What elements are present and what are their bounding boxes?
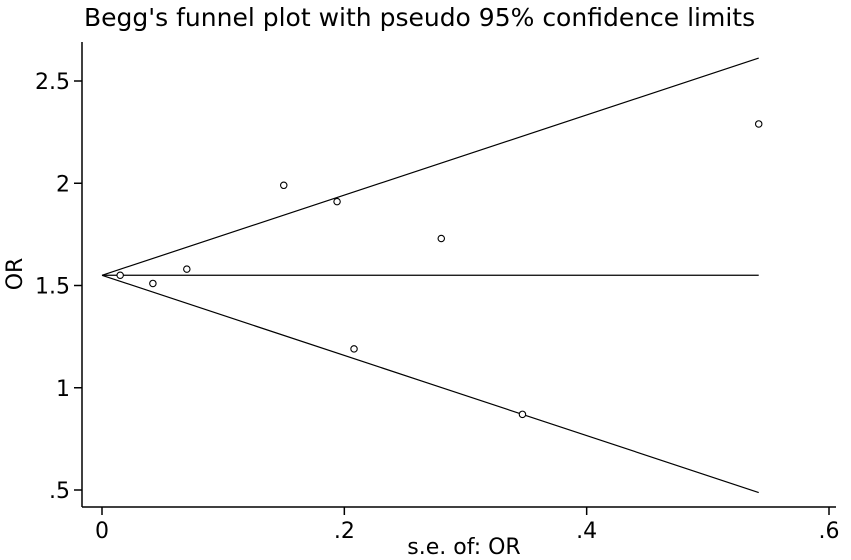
y-tick-label: 2 [56,172,70,197]
study-point [437,234,446,243]
y-tick-label: 2.5 [35,70,70,95]
study-point [116,271,124,280]
y-axis-ticks: .5 1 1.5 2 2.5 [35,70,82,504]
y-tick-label: 1.5 [35,275,70,300]
plot-area: .5 1 1.5 2 2.5 0 .2 .4 .6 [35,42,840,544]
x-axis-title: s.e. of: OR [407,535,520,560]
x-tick-label: 0 [95,519,109,544]
x-tick-label: .2 [334,519,355,544]
x-tick-label: .6 [819,519,840,544]
confidence-limit-lines [101,57,759,494]
study-point [149,279,157,288]
y-axis-title: OR [3,258,28,291]
study-point [754,120,763,128]
study-point [279,181,288,190]
x-tick-label: .4 [576,519,597,544]
lower-confidence-limit-line [101,274,759,494]
chart-title: Begg's funnel plot with pseudo 95% confi… [84,3,755,32]
y-tick-label: .5 [49,479,70,504]
study-points [116,120,763,419]
study-point [518,410,527,419]
study-point [333,197,341,206]
x-axis-ticks: 0 .2 .4 .6 [95,507,840,544]
study-point [350,345,358,353]
study-point [183,265,191,273]
upper-confidence-limit-line [101,57,759,276]
y-tick-label: 1 [56,377,70,402]
